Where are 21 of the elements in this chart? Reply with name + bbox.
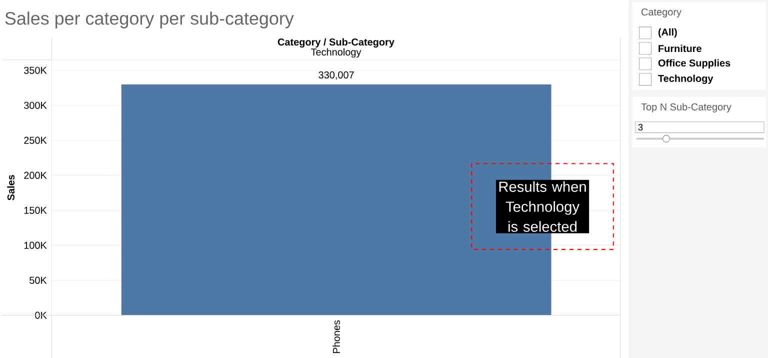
text: (All) <box>658 28 677 38</box>
x-tick-label: Phones <box>332 320 340 353</box>
y-tick-label: 350K <box>24 66 47 74</box>
text: Top N Sub-Category <box>641 102 732 112</box>
y-tick-label: 200K <box>24 172 47 179</box>
y-tick-label: 150K <box>24 206 47 214</box>
y-tick-label: 300K <box>24 102 47 109</box>
text: Office Supplies <box>658 58 730 68</box>
y-axis-title: Sales <box>7 174 14 200</box>
text: Category / Sub-Category <box>278 38 394 48</box>
text: 3 <box>638 124 643 130</box>
text: Category <box>642 8 682 18</box>
text: Technology <box>310 48 362 58</box>
text: Technology <box>658 74 714 84</box>
data-label: 330,007 <box>318 71 354 80</box>
y-tick-label: 250K <box>24 136 47 144</box>
y-tick-label: 100K <box>24 242 47 249</box>
chart-title: Sales per category per sub-category <box>5 11 294 28</box>
y-tick-label: 50K <box>30 276 47 284</box>
text: Furniture <box>658 44 702 52</box>
annotation: Results when Technology is selected <box>499 180 586 232</box>
